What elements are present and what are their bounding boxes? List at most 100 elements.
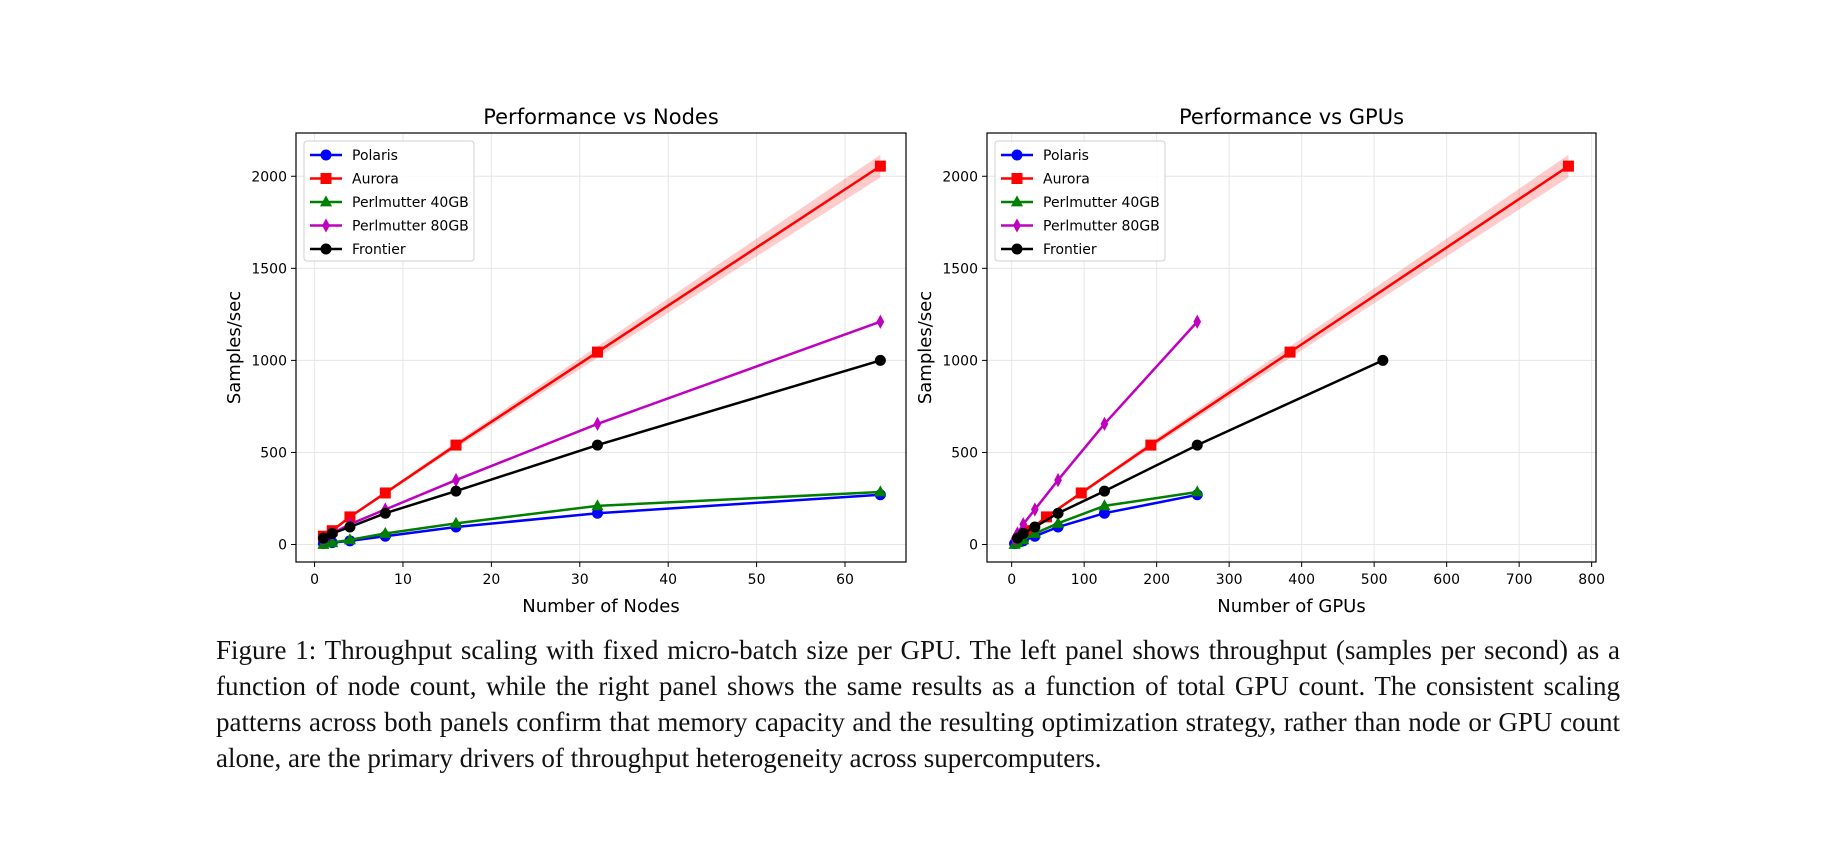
x-tick-label: 30 [571,572,589,588]
x-tick-label: 20 [482,572,500,588]
legend-label: Perlmutter 80GB [352,219,469,235]
plot-panel-1: 0 10 20 30 40 50 60 0 500 1000 1500 2000 Performance… [224,105,907,617]
data-point [1100,416,1109,432]
legend-box [994,140,1166,262]
data-point [1284,346,1296,358]
data-point [591,499,604,511]
data-point [1052,507,1064,519]
data-point [591,507,603,519]
data-point [1098,485,1110,497]
y-axis-label: Samples/sec [224,291,245,404]
data-point [591,346,603,358]
x-axis-label: Number of Nodes [522,596,679,617]
data-point [450,485,462,497]
y-tick-label: 1000 [942,353,978,369]
data-point [1040,511,1052,523]
series-perlmutter-40gb [317,485,887,549]
data-point [326,527,338,539]
legend-marker [1010,195,1024,207]
data-point [379,507,391,519]
series-polaris [1009,489,1203,550]
legend-label: Frontier [1043,242,1097,258]
data-point [1029,521,1041,533]
x-tick-label: 200 [1143,572,1170,588]
data-point [1191,485,1204,497]
y-tick-label: 2000 [251,169,287,185]
axes-frame [295,132,907,563]
data-point [1052,516,1065,528]
y-tick-label: 500 [951,445,978,461]
legend-marker [320,173,332,184]
y-tick-label: 2000 [942,169,978,185]
data-point [1075,487,1087,499]
legend-label: Aurora [352,172,399,188]
data-point [449,516,463,528]
legend-marker [1011,243,1023,255]
legend-label: Aurora [1043,172,1090,188]
legend-label: Frontier [352,242,406,258]
series-frontier [1011,354,1389,544]
x-tick-label: 10 [394,572,412,588]
data-point [874,485,887,497]
axes-frame [986,132,1597,563]
data-point [1019,517,1028,532]
data-point [343,533,356,545]
chart-title: Performance vs Nodes [483,105,719,129]
x-tick-label: 600 [1433,572,1460,588]
x-axis-label: Number of GPUs [1217,596,1365,617]
data-point [452,472,460,488]
data-point [344,511,356,523]
data-point [593,416,602,432]
x-tick-label: 100 [1071,572,1098,588]
x-tick-label: 400 [1288,572,1315,588]
x-tick-label: 50 [748,572,766,588]
x-tick-label: 0 [310,572,319,588]
y-tick-label: 0 [278,538,287,554]
legend-label: Perlmutter 40GB [1043,195,1160,211]
legend-marker [1013,218,1021,233]
legend-marker [322,218,330,233]
data-point [379,487,391,499]
data-point [1054,472,1062,488]
y-tick-label: 1500 [251,261,287,277]
legend-label: Perlmutter 80GB [1043,219,1160,235]
data-point [874,160,886,172]
data-point [1017,527,1029,539]
legend-marker [320,243,332,255]
series-frontier [317,354,886,544]
legend-label: Polaris [1043,148,1089,164]
legend-label: Perlmutter 40GB [352,195,469,211]
data-point [1145,439,1157,451]
legend: Polaris Aurora Perlmutter 40GB Perlmutter 8… [303,140,475,262]
x-tick-label: 700 [1506,572,1533,588]
data-point [1562,160,1574,172]
legend-marker [1011,149,1023,161]
data-point [344,521,356,533]
data-point [1377,354,1389,366]
x-tick-label: 500 [1361,572,1388,588]
data-point [1191,439,1203,451]
data-point [317,532,329,544]
y-tick-label: 1500 [942,261,978,277]
y-tick-label: 0 [969,538,978,554]
x-tick-label: 300 [1216,572,1243,588]
y-tick-label: 500 [260,445,287,461]
legend-marker [320,149,332,161]
figure-caption: Figure 1: Throughput scaling with fixed … [216,635,1620,773]
x-tick-label: 0 [1007,572,1016,588]
x-tick-label: 800 [1578,572,1605,588]
legend-marker [1011,173,1023,184]
data-point [326,536,339,548]
plot-panel-2: 0 100 200 300 400 500 600 700 800 0 500 1000 1500 200… [915,105,1605,617]
y-tick-label: 1000 [251,353,287,369]
data-point [1098,507,1110,519]
x-tick-label: 60 [836,572,854,588]
data-point [450,439,462,451]
data-point [876,314,885,329]
data-point [874,354,886,366]
series-line [323,493,881,545]
data-point [1098,499,1111,511]
x-tick-label: 40 [659,572,677,588]
